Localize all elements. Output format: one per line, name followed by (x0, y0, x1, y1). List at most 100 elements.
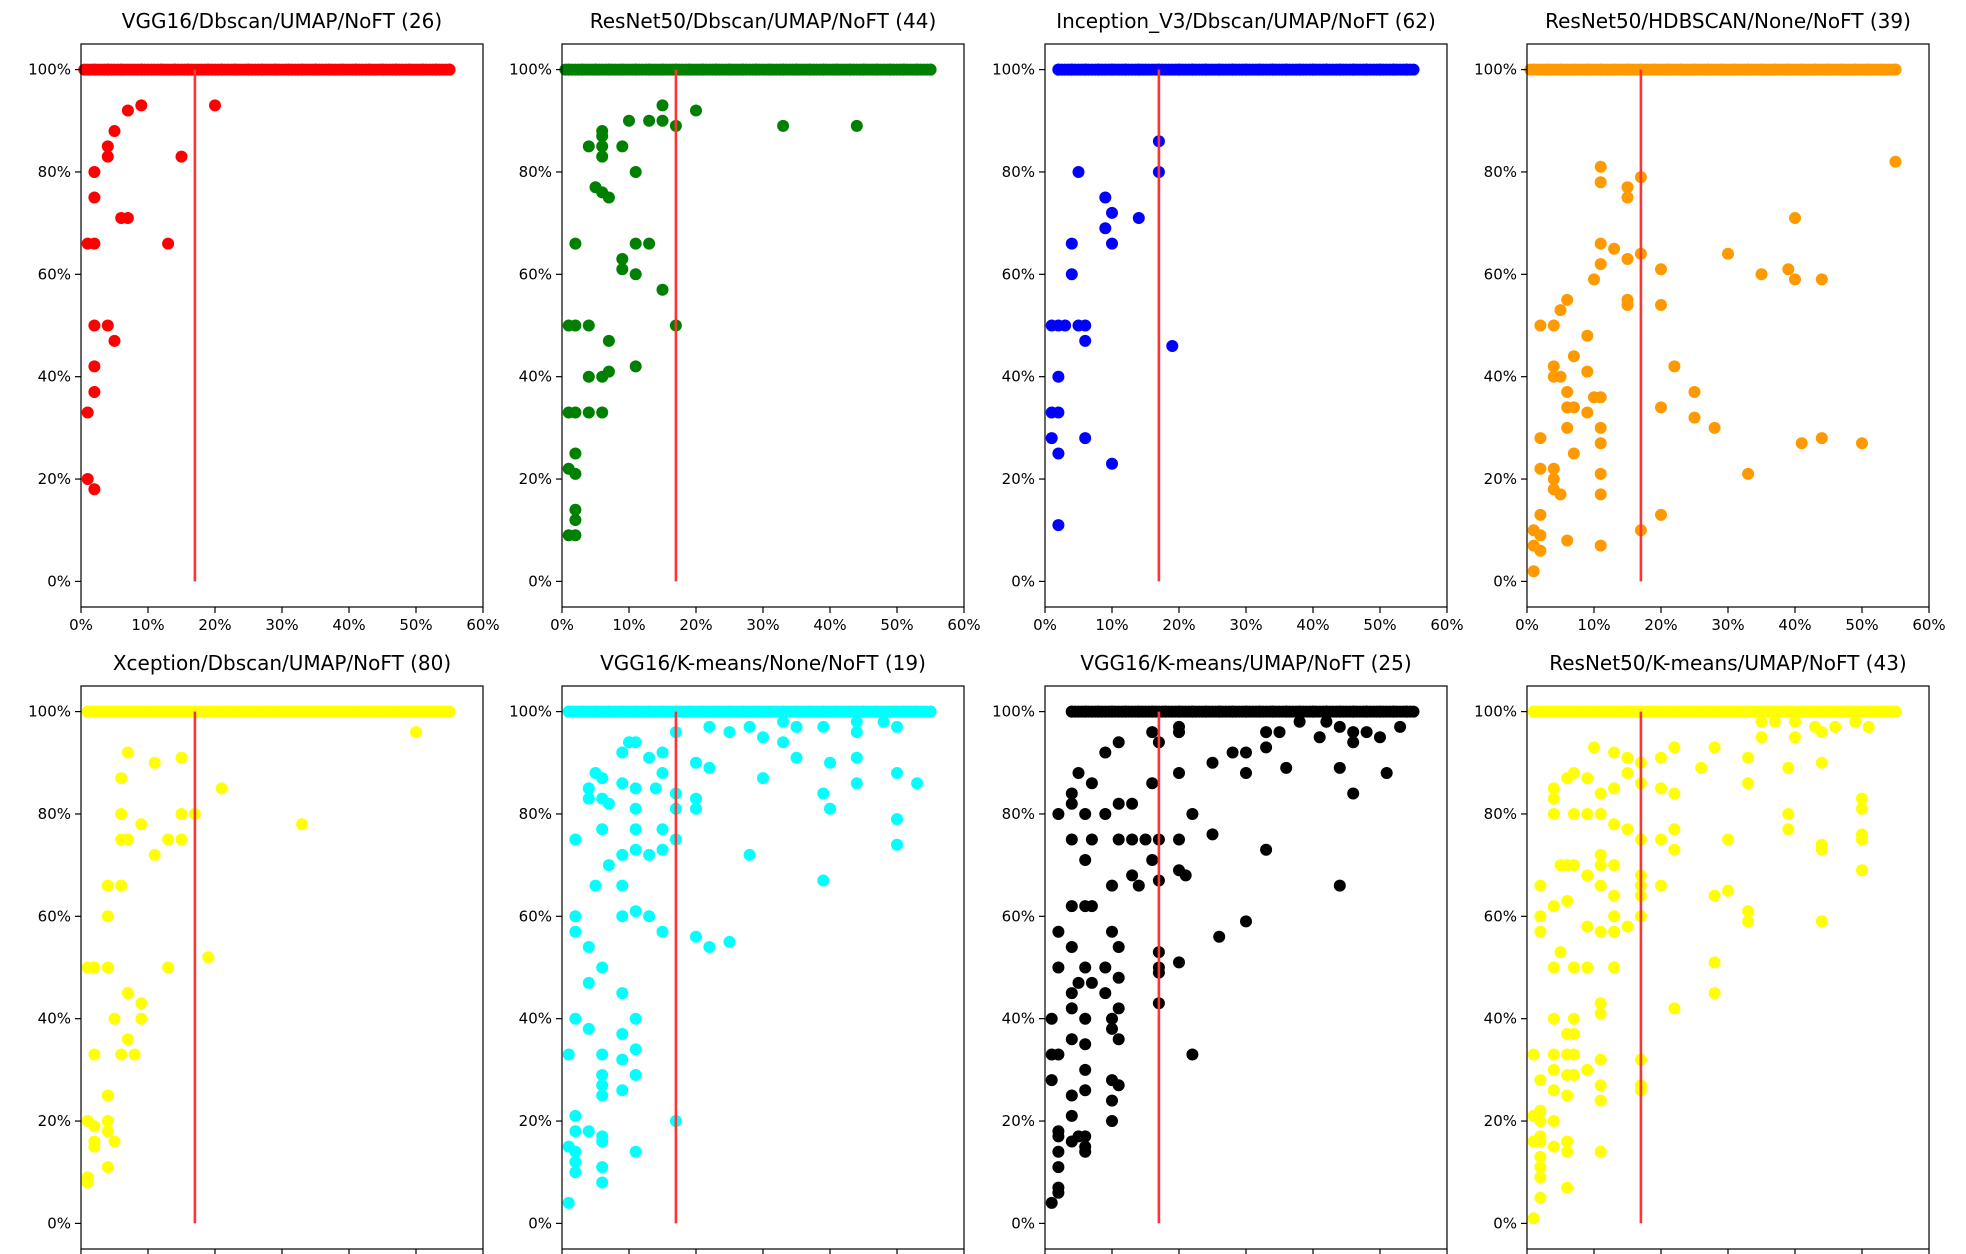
data-point (1112, 736, 1125, 749)
data-point (629, 1145, 642, 1158)
data-point (1266, 63, 1279, 76)
data-point (1360, 726, 1373, 739)
data-point (656, 767, 669, 779)
data-point (1567, 447, 1580, 460)
data-point (870, 63, 883, 76)
data-point (1387, 63, 1400, 76)
data-point (1146, 854, 1159, 866)
data-point (629, 843, 642, 856)
data-point (1119, 63, 1132, 76)
data-point (830, 63, 843, 76)
data-point (569, 1125, 582, 1138)
data-point (296, 63, 309, 76)
data-point (656, 925, 669, 938)
data-point (108, 1135, 121, 1148)
data-point (1106, 1094, 1118, 1107)
data-point (1240, 746, 1252, 759)
data-point (891, 813, 903, 826)
data-point (629, 63, 642, 76)
data-point (830, 705, 843, 718)
data-point (1856, 437, 1868, 450)
data-point (88, 63, 101, 76)
y-tick-label: 100% (1474, 703, 1517, 721)
y-tick-label: 80% (1484, 805, 1517, 823)
data-point (1621, 767, 1634, 779)
data-point (88, 166, 101, 178)
data-point (683, 63, 696, 76)
data-point (850, 751, 863, 764)
data-point (215, 63, 228, 76)
data-point (1594, 879, 1607, 892)
data-point (108, 334, 121, 347)
data-point (1253, 705, 1266, 718)
data-point (710, 63, 723, 76)
data-point (1608, 746, 1621, 759)
data-point (1534, 1115, 1547, 1127)
data-point (1675, 63, 1688, 76)
data-point (309, 63, 322, 76)
data-point (1213, 930, 1226, 943)
y-tick-label: 60% (38, 907, 71, 925)
data-point (1594, 437, 1607, 450)
x-tick-label: 10% (1095, 616, 1128, 634)
data-point (790, 751, 803, 764)
data-point (135, 705, 148, 718)
data-point (1561, 1181, 1574, 1194)
data-point (1360, 705, 1373, 718)
data-point (1226, 746, 1239, 759)
subplot-2: ResNet50/Dbscan/UMAP/NoFT (44) 0% 10% 20% 30… (509, 9, 981, 634)
data-point (1742, 63, 1755, 76)
subplot-6: VGG16/K-means/None/NoFT (19)0%10%20%30%4… (509, 651, 965, 1254)
y-tick-label: 0% (1011, 572, 1035, 590)
data-point (1333, 761, 1346, 774)
data-point (1079, 808, 1092, 820)
data-point (1728, 705, 1741, 718)
data-point (1554, 304, 1567, 317)
data-point (1541, 63, 1554, 76)
subplot-title: VGG16/K-means/None/NoFT (19) (600, 651, 926, 675)
x-tick-label: 60% (466, 616, 499, 634)
data-point (1722, 833, 1734, 846)
data-point (121, 746, 134, 759)
data-point (1822, 705, 1835, 718)
data-point (1581, 365, 1594, 378)
data-point (108, 705, 121, 718)
data-point (1079, 961, 1092, 974)
data-point (1815, 726, 1828, 739)
data-point (1347, 787, 1360, 800)
data-point (1085, 833, 1098, 846)
data-point (1608, 961, 1621, 974)
y-tick-label: 0% (47, 572, 71, 590)
data-point (1567, 808, 1580, 820)
data-point (1561, 401, 1574, 414)
data-point (643, 910, 656, 923)
data-point (1347, 63, 1360, 76)
data-point (1594, 160, 1607, 173)
data-point (1567, 859, 1580, 872)
data-point (1079, 63, 1092, 76)
data-point (1065, 1109, 1078, 1122)
data-point (690, 930, 702, 943)
data-point (1280, 761, 1293, 774)
data-point (1226, 63, 1239, 76)
data-point (569, 237, 582, 250)
data-point (1360, 63, 1373, 76)
data-point (1400, 63, 1413, 76)
data-point (1240, 63, 1252, 76)
data-point (602, 705, 615, 718)
data-point (88, 319, 101, 332)
data-point (1809, 63, 1822, 76)
data-point (1374, 731, 1386, 744)
y-tick-label: 40% (1484, 1010, 1517, 1028)
data-point (1655, 879, 1667, 892)
data-point (850, 726, 863, 739)
data-point (1608, 818, 1621, 831)
data-point (108, 125, 121, 137)
data-point (1146, 726, 1159, 739)
data-point (81, 473, 94, 485)
data-point (430, 63, 443, 76)
data-point (1085, 777, 1098, 790)
data-point (1862, 705, 1875, 718)
data-point (1648, 63, 1661, 76)
y-tick-label: 80% (38, 163, 71, 181)
